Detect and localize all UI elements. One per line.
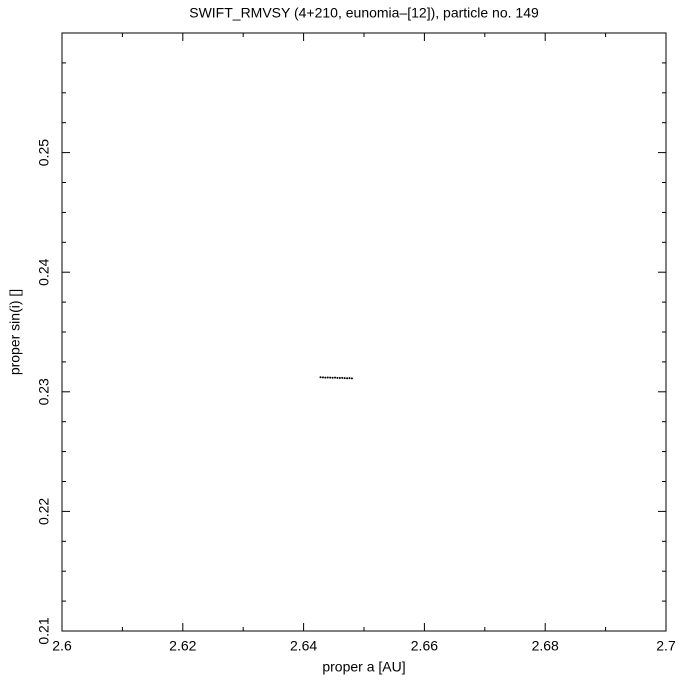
point — [334, 376, 337, 379]
y-tick-label: 0.25 — [36, 139, 52, 166]
point — [341, 376, 344, 379]
point — [346, 377, 349, 380]
y-tick-label: 0.24 — [36, 258, 52, 285]
point — [343, 377, 346, 380]
x-tick-label: 2.6 — [52, 638, 72, 654]
y-axis-label: proper sin(i) [] — [7, 289, 23, 375]
x-tick-label: 2.68 — [532, 638, 559, 654]
y-tick-label: 0.22 — [36, 498, 52, 525]
point — [348, 377, 351, 380]
x-tick-label: 2.66 — [411, 638, 438, 654]
x-axis-label: proper a [AU] — [322, 659, 405, 675]
point — [350, 377, 353, 380]
x-tick-label: 2.62 — [169, 638, 196, 654]
point — [319, 376, 322, 379]
x-tick-label: 2.7 — [656, 638, 676, 654]
point — [329, 376, 332, 379]
x-tick-label: 2.64 — [290, 638, 317, 654]
point — [336, 376, 339, 379]
y-tick-label: 0.21 — [36, 617, 52, 644]
chart-title: SWIFT_RMVSY (4+210, eunomia–[12]), parti… — [189, 5, 539, 21]
point — [331, 376, 334, 379]
point — [338, 377, 341, 380]
point — [324, 376, 327, 379]
point — [321, 376, 324, 379]
point — [326, 376, 329, 379]
y-tick-label: 0.23 — [36, 378, 52, 405]
